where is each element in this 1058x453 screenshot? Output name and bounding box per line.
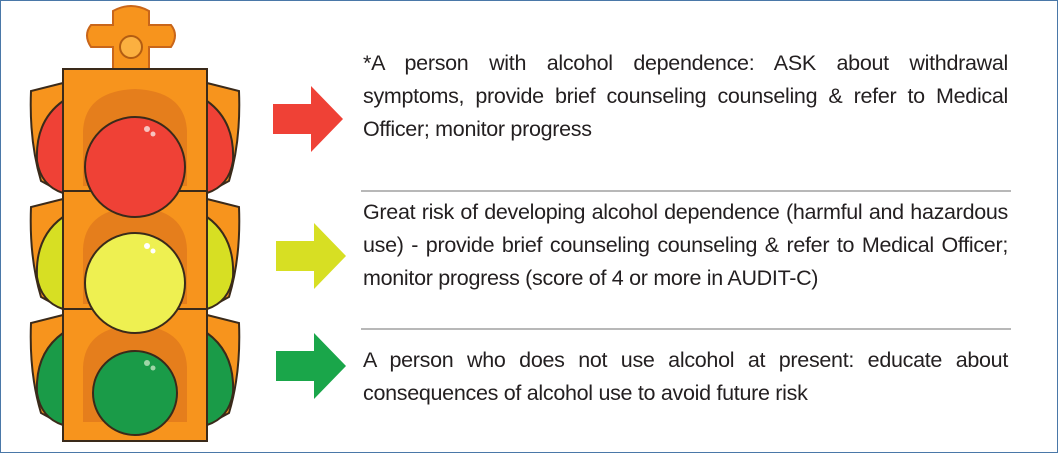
separator [361,190,1011,192]
cap-lamp [119,35,143,59]
yellow-lamp [84,232,186,334]
green-lamp [92,350,178,436]
separator [361,328,1011,330]
green-arrow [276,333,346,399]
yellow-arrow [276,223,346,289]
item-text: A person who does not use alcohol at pre… [363,348,1008,405]
item-text: *A person with alcohol dependence: ASK a… [363,51,1008,141]
red-lamp [84,116,186,218]
red-arrow [273,86,343,152]
wings [29,81,241,427]
item-text: Great risk of developing alcohol depende… [363,200,1008,290]
